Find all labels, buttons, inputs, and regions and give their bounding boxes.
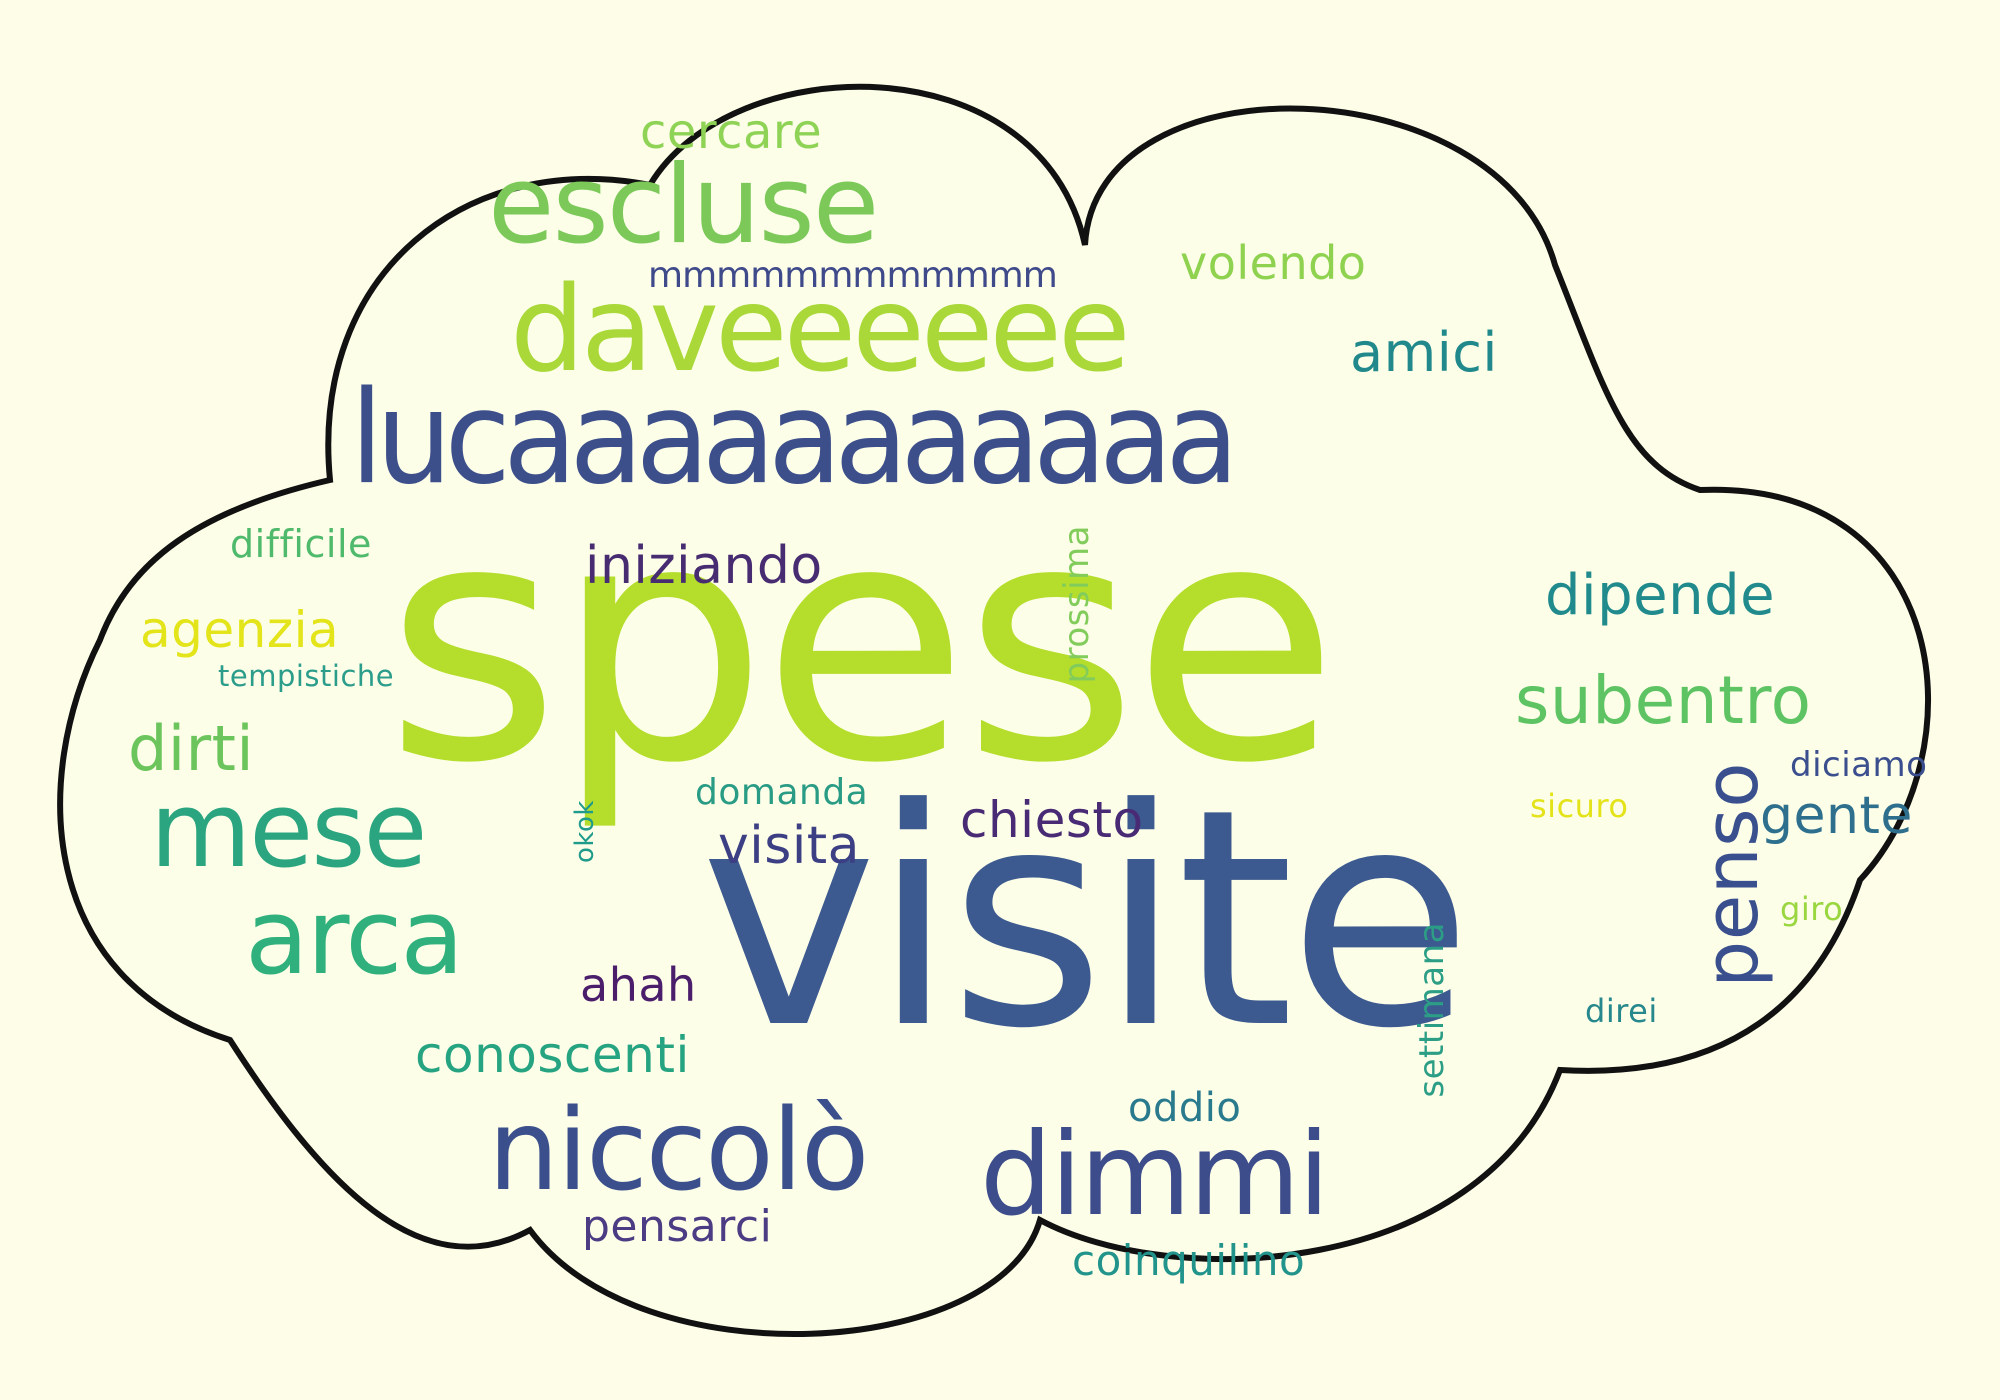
word-volendo: volendo [1180, 236, 1367, 290]
word-visita: visita [718, 816, 861, 876]
word-settimana: settimana [1412, 922, 1452, 1098]
word-penso: penso [1689, 762, 1775, 988]
word-conoscenti: conoscenti [415, 1026, 690, 1084]
word-spese: spese [385, 451, 1339, 835]
word-sicuro: sicuro [1530, 787, 1629, 825]
word-coinquilino: coinquilino [1072, 1236, 1306, 1285]
word-ahah: ahah [580, 958, 697, 1012]
word-daveeeeee: daveeeeee [510, 260, 1131, 398]
word-domanda: domanda [695, 772, 869, 813]
word-agenzia: agenzia [140, 601, 340, 659]
word-prossima: prossima [1057, 525, 1097, 684]
word-giro: giro [1780, 890, 1844, 928]
word-direi: direi [1585, 992, 1658, 1030]
word-difficile: difficile [230, 522, 372, 566]
word-lucaaaaaaaaaaa: lucaaaaaaaaaaa [350, 364, 1239, 513]
word-mmmmmmmmmmmm: mmmmmmmmmmmm [648, 255, 1058, 296]
word-arca: arca [245, 876, 464, 998]
word-escluse: escluse [488, 143, 879, 268]
word-diciamo: diciamo [1790, 745, 1928, 785]
word-mese: mese [150, 769, 427, 891]
word-niccolo: niccolò [488, 1086, 869, 1216]
word-cercare: cercare [640, 104, 823, 160]
word-gente: gente [1760, 786, 1913, 846]
word-pensarci: pensarci [582, 1201, 773, 1252]
word-dimmi: dimmi [980, 1108, 1330, 1241]
word-okok: okok [570, 800, 600, 864]
word-dipende: dipende [1545, 563, 1776, 628]
word-amici: amici [1350, 321, 1498, 384]
word-subentro: subentro [1515, 662, 1812, 739]
word-oddio: oddio [1128, 1085, 1242, 1131]
word-iniziando: iniziando [585, 536, 823, 596]
word-dirti: dirti [128, 712, 255, 785]
word-chiesto: chiesto [960, 791, 1144, 849]
word-tempistiche: tempistiche [218, 659, 395, 693]
cloud-shape [57, 83, 1932, 1338]
word-visite: visite [700, 745, 1473, 1094]
